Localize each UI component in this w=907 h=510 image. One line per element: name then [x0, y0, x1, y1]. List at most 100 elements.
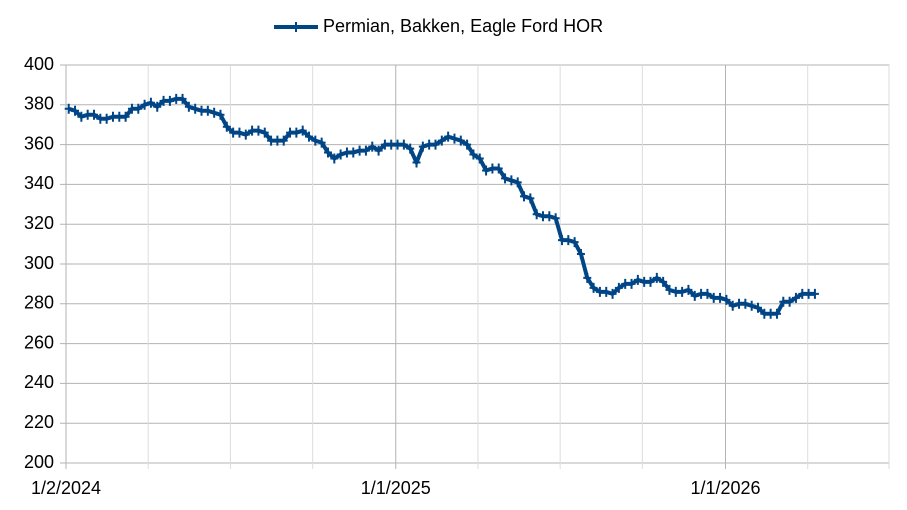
point-marker — [121, 111, 130, 122]
point-marker — [418, 141, 427, 152]
point-marker — [659, 276, 668, 287]
y-tick-label: 260 — [24, 332, 54, 352]
point-marker — [728, 300, 737, 311]
point-marker — [501, 173, 510, 184]
point-marker — [614, 282, 623, 293]
point-marker — [526, 193, 535, 204]
y-tick-label: 340 — [24, 173, 54, 193]
point-marker — [361, 145, 370, 156]
point-marker — [305, 131, 314, 142]
point-marker — [551, 213, 560, 224]
point-marker — [703, 288, 712, 299]
y-tick-label: 360 — [24, 133, 54, 153]
point-marker — [456, 135, 465, 146]
point-marker — [602, 286, 611, 297]
point-marker — [772, 308, 781, 319]
point-marker — [513, 177, 522, 188]
point-marker — [463, 139, 472, 150]
point-marker — [330, 153, 339, 164]
point-marker — [90, 109, 99, 120]
point-marker — [532, 209, 541, 220]
point-marker — [298, 125, 307, 136]
y-tick-label: 400 — [24, 54, 54, 74]
point-marker — [146, 97, 155, 108]
point-marker — [102, 113, 111, 124]
point-marker — [222, 121, 231, 132]
point-marker — [260, 127, 269, 138]
y-tick-label: 200 — [24, 452, 54, 472]
point-marker — [412, 157, 421, 168]
x-tick-label: 1/2/2024 — [31, 478, 101, 498]
legend-label: Permian, Bakken, Eagle Ford HOR — [323, 16, 603, 36]
series-line — [68, 96, 815, 316]
point-marker — [608, 288, 617, 299]
point-marker — [469, 149, 478, 160]
point-marker — [140, 99, 149, 110]
point-marker — [450, 133, 459, 144]
point-marker — [374, 145, 383, 156]
x-tick-label: 1/1/2025 — [361, 478, 431, 498]
y-tick-label: 280 — [24, 293, 54, 313]
point-marker — [437, 135, 446, 146]
point-marker — [292, 127, 301, 138]
point-marker — [810, 288, 819, 299]
point-marker — [254, 125, 263, 136]
point-marker — [317, 137, 326, 148]
point-marker — [475, 153, 484, 164]
y-tick-label: 220 — [24, 412, 54, 432]
point-marker — [627, 278, 636, 289]
point-marker — [722, 294, 731, 305]
point-marker — [678, 286, 687, 297]
point-marker — [652, 272, 661, 283]
point-marker — [210, 107, 219, 118]
point-marker — [336, 149, 345, 160]
point-marker — [754, 302, 763, 313]
point-marker — [520, 191, 529, 202]
point-marker — [399, 139, 408, 150]
legend-marker — [292, 22, 300, 32]
point-marker — [349, 147, 358, 158]
point-marker — [311, 135, 320, 146]
point-marker — [589, 282, 598, 293]
x-tick-label: 1/1/2026 — [690, 478, 760, 498]
point-marker — [507, 175, 516, 186]
point-marker — [178, 93, 187, 104]
point-marker — [690, 290, 699, 301]
point-marker — [431, 139, 440, 150]
point-marker — [153, 101, 162, 112]
point-marker — [235, 127, 244, 138]
point-marker — [747, 300, 756, 311]
point-marker — [241, 129, 250, 140]
point-marker — [77, 111, 86, 122]
y-tick-label: 240 — [24, 372, 54, 392]
y-tick-label: 320 — [24, 213, 54, 233]
point-marker — [633, 274, 642, 285]
point-marker — [564, 235, 573, 246]
point-marker — [71, 105, 80, 116]
point-marker — [216, 109, 225, 120]
point-marker — [716, 292, 725, 303]
point-marker — [165, 95, 174, 106]
point-marker — [184, 101, 193, 112]
point-marker — [482, 165, 491, 176]
point-marker — [646, 276, 655, 287]
point-marker — [368, 141, 377, 152]
point-marker — [545, 211, 554, 222]
point-marker — [684, 284, 693, 295]
point-marker — [203, 105, 212, 116]
point-marker — [64, 103, 73, 114]
point-marker — [741, 298, 750, 309]
point-marker — [570, 237, 579, 248]
point-marker — [323, 147, 332, 158]
point-marker — [791, 292, 800, 303]
point-marker — [406, 143, 415, 154]
y-tick-label: 300 — [24, 253, 54, 273]
point-marker — [494, 163, 503, 174]
point-marker — [279, 135, 288, 146]
point-marker — [665, 284, 674, 295]
y-tick-label: 380 — [24, 94, 54, 114]
point-marker — [191, 103, 200, 114]
point-marker — [444, 131, 453, 142]
point-marker — [583, 272, 592, 283]
